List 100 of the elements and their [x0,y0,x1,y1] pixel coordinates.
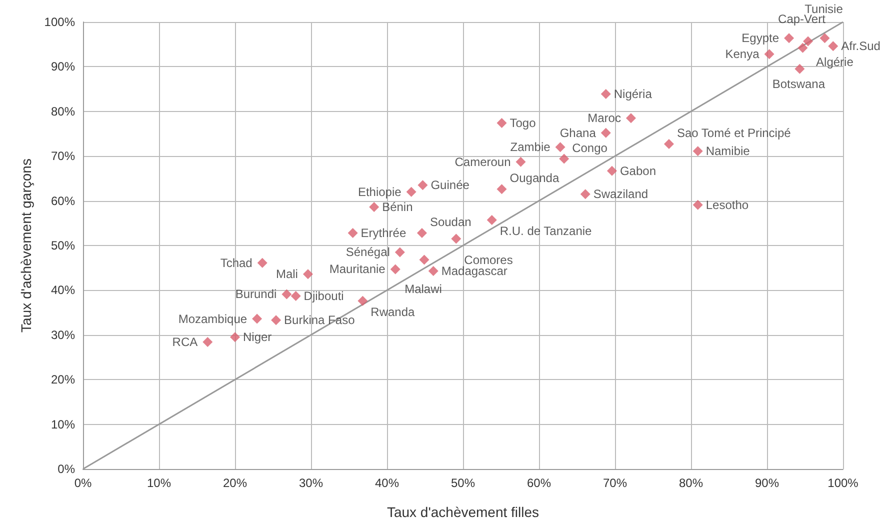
point [348,228,358,238]
x-tick-label: 20% [222,476,248,490]
annotation: Bénin [382,200,413,214]
annotation: Zambie [510,140,551,154]
y-axis-title: Taux d'achèvement garçons [18,158,34,332]
point [600,128,611,138]
annotation: Niger [243,330,272,344]
annotation: Burundi [235,287,277,302]
annotation: Maroc [588,111,621,126]
point [496,184,507,194]
x-tick-label: 100% [828,476,859,490]
point [416,228,427,238]
annotation: R.U. de Tanzanie [500,224,592,238]
y-tick-label: 20% [50,372,76,387]
point [496,118,507,128]
point [784,33,794,44]
annotation: Djibouti [304,289,344,304]
y-tick-label: 80% [50,104,76,118]
point [390,264,400,274]
point [555,142,566,152]
annotation: Ghana [560,126,596,140]
x-tick-label: 80% [678,476,704,490]
x-tick-label: 30% [298,476,324,490]
point [794,64,805,74]
x-tick-label: 40% [374,476,400,490]
point [271,315,282,326]
point [486,215,497,226]
x-tick-label: 90% [754,476,780,490]
annotation: Nigéria [614,86,652,101]
annotation: Mauritanie [329,262,386,276]
point [369,202,380,212]
annotation: Mozambique [178,312,248,326]
point [692,200,703,210]
annotation: Sao Tomé et Principé [676,126,792,140]
point [418,180,428,190]
x-tick-label: 60% [526,476,552,490]
annotation: Cameroun [454,154,511,169]
annotation: Lesotho [706,198,749,212]
annotation: Algérie [816,55,854,70]
annotation: Malawi [404,282,442,296]
point [451,234,462,244]
annotation: Botswana [772,76,826,91]
y-tick-label: 30% [50,328,76,342]
annotation: Gabon [620,164,656,178]
y-tick-label: 70% [50,149,76,164]
x-tick-label: 10% [146,476,172,490]
annotation: Namibie [706,144,750,158]
y-tick-label: 0% [58,462,76,476]
annotation: Togo [510,116,536,130]
annotation: Soudan [430,214,472,229]
point [764,49,774,60]
annotation: Rwanda [370,304,416,319]
annotation: Ouganda [510,171,560,186]
annotation: Swaziland [593,187,648,202]
annotation: Afr.Sud [841,39,880,54]
point [419,254,430,265]
point [828,41,838,52]
point [302,269,313,280]
y-tick-label: 10% [50,417,76,432]
annotation: Guinée [430,178,470,192]
point [820,33,830,44]
point [692,146,703,156]
annotation: Cap-Vert [778,12,826,26]
y-tick-label: 50% [50,238,76,252]
annotation: Tchad [220,256,252,270]
y-tick-label: 60% [50,194,76,208]
point [600,88,611,99]
point [290,291,301,302]
point [798,42,808,53]
annotation: RCA [172,335,198,350]
point [202,337,213,348]
point [406,186,416,197]
point [516,156,526,167]
point [803,36,814,46]
y-tick-label: 40% [50,283,76,298]
y-tick-label: 90% [50,60,76,74]
annotation: Sénégal [346,245,390,260]
point [282,289,292,300]
x-tick-label: 0% [74,476,92,490]
x-axis-title: Taux d'achèvement filles [386,504,540,520]
point [626,113,636,124]
point [559,154,570,164]
x-tick-label: 70% [602,476,628,490]
annotation: Mali [276,267,298,282]
x-tick-label: 50% [450,476,476,490]
point [428,266,438,276]
y-tick-label: 100% [44,15,76,29]
point [580,189,590,200]
annotation: Ethiopie [358,184,402,199]
annotation: Kenya [725,47,760,62]
point [664,139,674,150]
annotation: Egypte [742,31,780,46]
point [606,166,617,176]
annotation: Congo [572,140,608,155]
point [394,247,405,258]
point [358,296,368,306]
point [252,314,262,324]
point [230,332,240,342]
annotation: Erythrée [360,226,406,240]
point [257,258,268,268]
